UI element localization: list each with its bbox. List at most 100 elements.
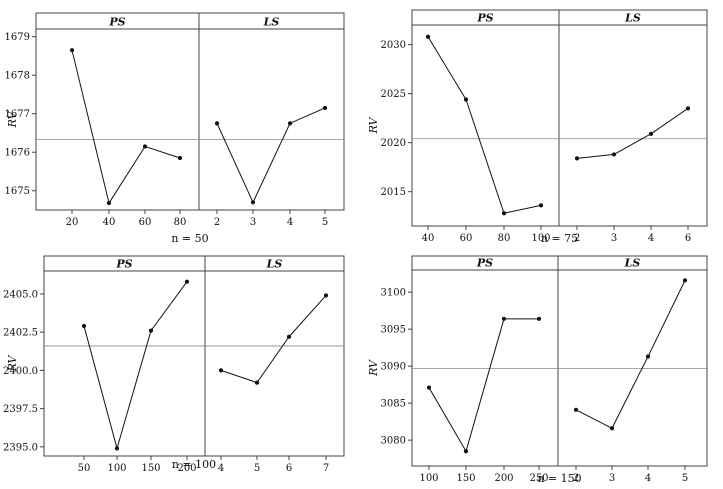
data-point bbox=[287, 121, 293, 126]
x-tick-label: 3 bbox=[609, 473, 615, 484]
x-tick-label: 60 bbox=[460, 233, 473, 244]
data-point bbox=[538, 203, 544, 208]
data-point bbox=[114, 446, 120, 451]
series-segment bbox=[288, 295, 327, 338]
chart-caption: n = 75 bbox=[541, 232, 578, 245]
plot-frame bbox=[35, 12, 345, 211]
facet-label: LS bbox=[624, 257, 641, 270]
y-axis-label: RV bbox=[6, 355, 19, 373]
data-point bbox=[322, 105, 328, 111]
y-tick-label: 2395.0 bbox=[3, 442, 38, 453]
data-point bbox=[609, 426, 615, 431]
data-point bbox=[682, 278, 688, 283]
y-tick-label: 2025 bbox=[381, 89, 406, 100]
x-tick-label: 7 bbox=[323, 463, 329, 474]
plot-frame bbox=[411, 255, 708, 467]
x-tick-label: 4 bbox=[645, 473, 651, 484]
x-tick-label: 2 bbox=[574, 233, 580, 244]
panel-ps: PS 100 150 200 250 bbox=[419, 257, 548, 485]
chart-caption: n = 150 bbox=[537, 472, 581, 485]
panel-ls: LS 2 3 4 6 bbox=[574, 12, 691, 245]
facet-label: PS bbox=[476, 12, 493, 25]
y-tick-label: 3100 bbox=[381, 288, 406, 299]
data-point bbox=[645, 354, 651, 359]
x-tick-label: 60 bbox=[139, 217, 152, 228]
series-segment bbox=[216, 123, 254, 203]
series-segment bbox=[650, 107, 689, 135]
y-tick-label: 3095 bbox=[381, 325, 406, 336]
x-tick-label: 80 bbox=[498, 233, 511, 244]
data-point bbox=[536, 316, 542, 321]
series-segment bbox=[220, 369, 258, 384]
series-segment bbox=[613, 133, 652, 155]
facet-label: LS bbox=[624, 12, 641, 25]
y-tick-label: 3080 bbox=[381, 436, 406, 447]
facet-label: PS bbox=[108, 16, 125, 29]
y-tick-label: 2015 bbox=[381, 187, 406, 198]
x-tick-label: 50 bbox=[78, 463, 91, 474]
data-point bbox=[323, 293, 329, 298]
x-tick-label: 5 bbox=[322, 217, 328, 228]
data-point bbox=[425, 34, 431, 39]
x-tick-label: 2 bbox=[214, 217, 220, 228]
y-tick-label: 3090 bbox=[381, 362, 406, 373]
x-tick-label: 250 bbox=[529, 473, 548, 484]
data-point bbox=[574, 156, 580, 161]
x-tick-label: 4 bbox=[287, 217, 293, 228]
y-tick-label: 1675 bbox=[5, 186, 30, 197]
y-axis-label: RV bbox=[367, 117, 380, 135]
y-axis-label: RV bbox=[367, 359, 380, 377]
y-tick-label: 2020 bbox=[381, 138, 406, 149]
data-point bbox=[142, 144, 148, 149]
data-point bbox=[184, 279, 190, 284]
chart-4: 3080 3085 3090 3095 3100 RV n = 150 PS 100 150 200… bbox=[367, 255, 708, 485]
panel-ps: PS 40 60 80 100 bbox=[422, 12, 551, 245]
data-point bbox=[463, 97, 469, 102]
data-point bbox=[611, 152, 617, 157]
series-segment bbox=[428, 387, 467, 452]
series-segment bbox=[116, 330, 152, 449]
data-point bbox=[463, 449, 469, 454]
x-tick-label: 2 bbox=[573, 473, 579, 484]
x-tick-label: 4 bbox=[218, 463, 224, 474]
data-point bbox=[106, 200, 112, 206]
y-tick-label: 1677 bbox=[5, 109, 30, 120]
facet-label: LS bbox=[263, 16, 280, 29]
x-tick-label: 100 bbox=[419, 473, 438, 484]
series-segment bbox=[252, 123, 291, 203]
data-point bbox=[286, 334, 292, 339]
chart-1: 1675 1676 1677 1678 1679 RV n = 50 PS 20 40 60 80 LS… bbox=[5, 12, 345, 245]
y-tick-label: 1676 bbox=[5, 148, 30, 159]
data-point bbox=[426, 385, 432, 390]
panel-ps: PS 50 100 150 200 bbox=[78, 258, 197, 475]
x-tick-label: 40 bbox=[103, 217, 116, 228]
x-tick-label: 3 bbox=[250, 217, 256, 228]
x-tick-label: 5 bbox=[682, 473, 688, 484]
plot-frame bbox=[43, 255, 345, 457]
panel-ls: LS 4 5 6 7 bbox=[218, 258, 329, 475]
data-point bbox=[214, 121, 220, 126]
series-segment bbox=[575, 409, 613, 429]
data-point bbox=[250, 200, 256, 205]
x-tick-label: 40 bbox=[422, 233, 435, 244]
data-point bbox=[69, 48, 75, 53]
data-point bbox=[501, 316, 507, 321]
data-point bbox=[254, 380, 260, 385]
data-point bbox=[685, 106, 691, 111]
y-tick-label: 3085 bbox=[381, 399, 406, 410]
series-segment bbox=[150, 281, 188, 331]
y-tick-label: 2030 bbox=[381, 40, 406, 51]
x-tick-label: 80 bbox=[174, 217, 187, 228]
x-tick-label: 200 bbox=[177, 463, 196, 474]
series-segment bbox=[427, 36, 467, 100]
series-segment bbox=[83, 325, 118, 449]
data-point bbox=[648, 131, 654, 136]
x-tick-label: 6 bbox=[286, 463, 292, 474]
x-tick-label: 5 bbox=[254, 463, 260, 474]
series-segment bbox=[647, 280, 686, 357]
panel-ps: PS 20 40 60 80 bbox=[66, 16, 187, 229]
chart-2: 2015 2020 2025 2030 RV n = 75 PS 40 60 80 100 LS 2 3 4… bbox=[367, 9, 708, 245]
x-tick-label: 150 bbox=[456, 473, 475, 484]
